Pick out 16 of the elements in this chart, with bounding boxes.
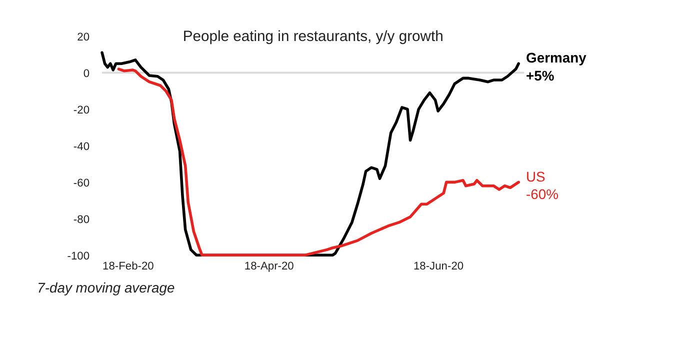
x-tick-label: 18-Feb-20 [102,260,154,273]
y-tick-label: -40 [73,140,90,153]
data-label: +5% [526,67,554,84]
data-label: -60% [526,186,558,202]
series-label: US [526,168,546,184]
y-tick-label: -20 [73,104,90,116]
y-tick-label: -100 [67,250,90,262]
chart-title: People eating in restaurants, y/y growth [182,28,444,45]
y-tick-label: 0 [83,68,90,80]
y-tick-label: 20 [77,31,90,44]
series-label: Germany [526,50,587,66]
x-tick-label: 18-Jun-20 [413,260,464,273]
x-tick-label: 18-Apr-20 [244,260,294,273]
y-tick-label: -60 [73,177,90,190]
y-tick-label: -80 [73,214,90,226]
text: 7-day moving average [37,279,175,296]
